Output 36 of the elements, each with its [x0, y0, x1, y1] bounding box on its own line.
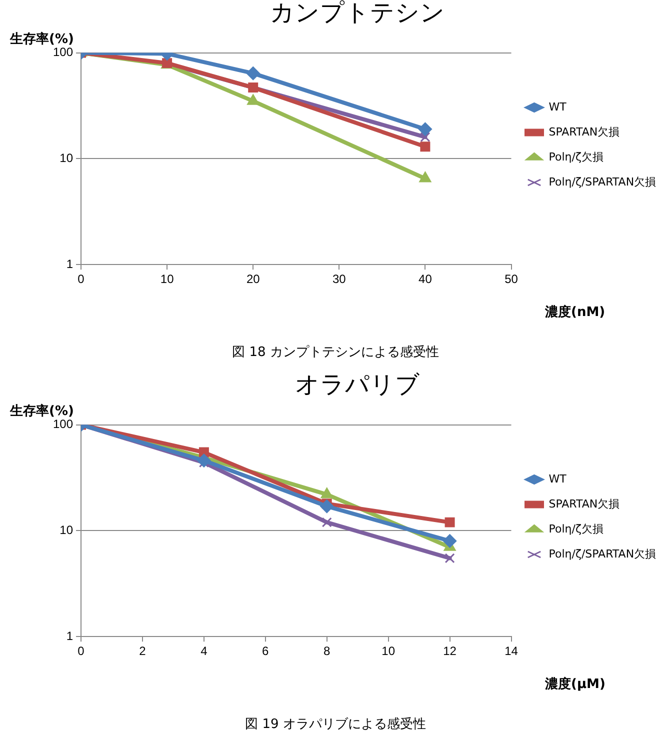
x-tick-label: 6: [262, 644, 270, 658]
y-tick-label: 10: [60, 151, 74, 166]
x-tick-label: 40: [418, 272, 432, 286]
chart-title: カンプトテシン: [270, 0, 445, 27]
legend-label: SPARTAN欠損: [548, 497, 620, 510]
legend-label: SPARTAN欠損: [548, 125, 620, 138]
x-axis-title: 濃度(μM): [545, 676, 606, 693]
x-tick-label: 30: [332, 272, 346, 286]
x-tick-label: 10: [160, 272, 174, 286]
chart-title: オラパリブ: [295, 370, 420, 399]
y-tick-label: 1: [66, 628, 74, 643]
y-tick-label: 100: [52, 45, 74, 60]
x-tick-label: 2: [139, 644, 146, 658]
x-tick-label: 50: [504, 272, 518, 286]
x-tick-label: 0: [78, 272, 85, 286]
y-axis-title: 生存率(%): [10, 402, 74, 420]
x-tick-label: 14: [504, 644, 518, 658]
x-tick-label: 12: [443, 644, 457, 658]
y-tick-label: 10: [60, 523, 74, 538]
legend-label: Polη/ζ欠損: [548, 522, 604, 536]
y-tick-label: 1: [66, 256, 74, 271]
x-tick-label: 4: [200, 644, 208, 658]
legend-label: Polη/ζ欠損: [548, 150, 604, 164]
x-tick-label: 10: [382, 644, 396, 658]
legend-label: Polη/ζ/SPARTAN欠損: [548, 547, 656, 560]
x-tick-label: 0: [78, 644, 85, 658]
legend-label: WT: [548, 100, 567, 114]
caption: 図 18 カンプトテシンによる感受性: [231, 344, 440, 361]
x-tick-label: 8: [324, 644, 331, 658]
x-axis-title: 濃度(nM): [545, 304, 606, 321]
legend-label: WT: [548, 472, 567, 486]
y-tick-label: 100: [52, 417, 74, 432]
x-tick-label: 20: [246, 272, 260, 286]
legend-label: Polη/ζ/SPARTAN欠損: [548, 175, 656, 188]
caption: 図 19 オラパリブによる感受性: [244, 716, 427, 733]
y-axis-title: 生存率(%): [10, 30, 74, 48]
